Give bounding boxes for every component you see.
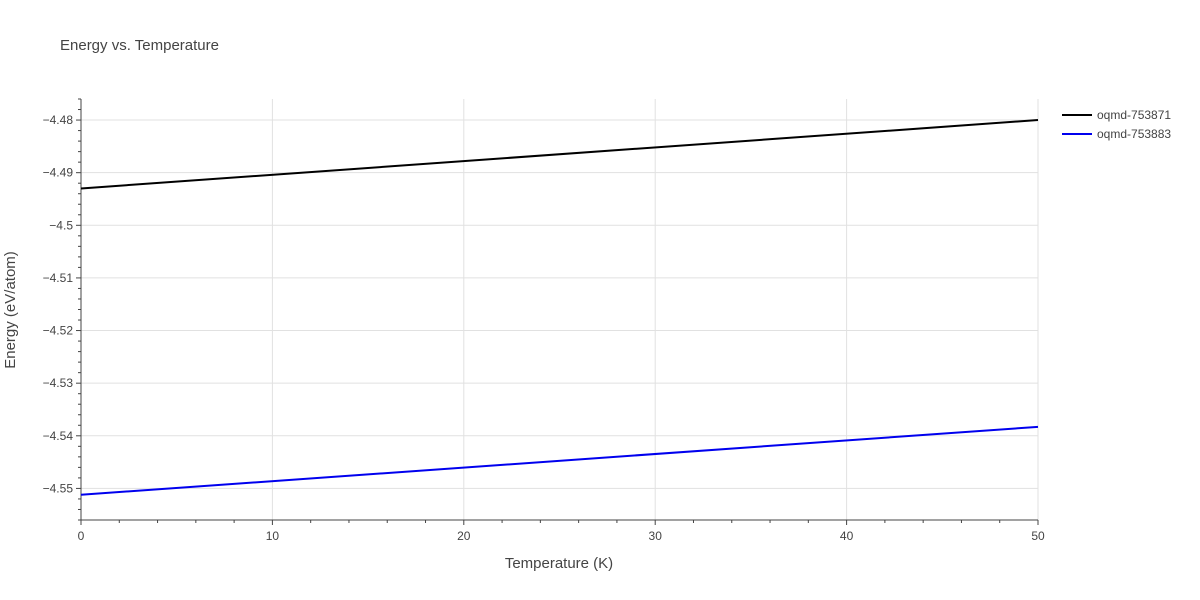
legend-label: oqmd-753871 — [1097, 108, 1171, 122]
chart-title: Energy vs. Temperature — [60, 37, 219, 54]
series-line-1 — [80, 119, 1039, 190]
x-tick-label: 0 — [78, 529, 85, 543]
grid-layer — [81, 99, 1039, 520]
y-tick-label: −4.52 — [43, 324, 74, 338]
y-axis-label: Energy (eV/atom) — [2, 251, 19, 369]
axes-layer: 0 10 20 30 40 50 −4.48 −4.49 −4.5 −4.51 −4.52 −4.53… — [43, 98, 1045, 543]
x-axis-label: Temperature (K) — [505, 555, 613, 572]
y-tick-label: −4.48 — [43, 113, 74, 127]
y-tick-label: −4.49 — [43, 166, 74, 180]
y-tick-label: −4.54 — [43, 429, 74, 443]
y-tick-label: −4.5 — [49, 218, 73, 232]
series-layer — [80, 119, 1039, 496]
series-line-2 — [80, 425, 1039, 496]
x-tick-label: 40 — [840, 529, 854, 543]
y-tick-label: −4.55 — [43, 481, 74, 495]
legend-label: oqmd-753883 — [1097, 127, 1171, 141]
y-tick-label: −4.51 — [43, 271, 74, 285]
x-tick-label: 20 — [457, 529, 471, 543]
x-tick-label: 30 — [649, 529, 663, 543]
legend: oqmd-753871 oqmd-753883 — [1062, 108, 1171, 141]
x-tick-label: 10 — [266, 529, 280, 543]
x-tick-label: 50 — [1031, 529, 1045, 543]
y-tick-label: −4.53 — [43, 376, 74, 390]
